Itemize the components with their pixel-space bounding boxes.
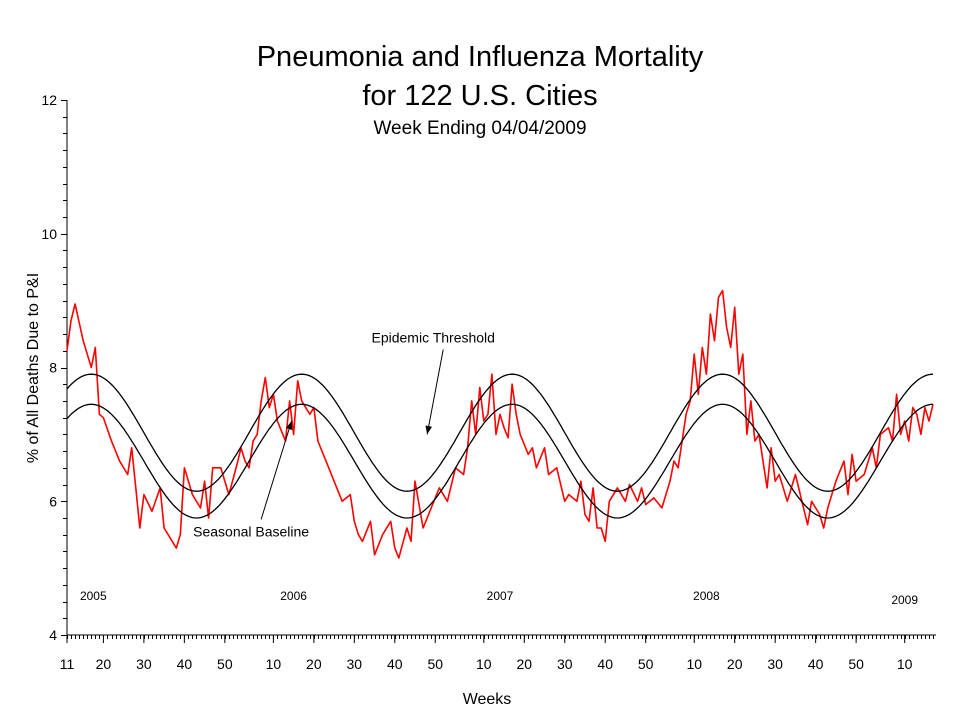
x-tick-label: 50 [217,656,233,672]
epidemic-threshold-line [66,373,934,492]
x-tick-label: 10 [897,656,913,672]
x-tick-label: 30 [136,656,152,672]
x-tick-label: 40 [808,656,824,672]
x-tick-label: 40 [177,656,193,672]
y-tick-label: 6 [49,493,57,509]
x-tick-label: 40 [597,656,613,672]
y-tick-label: 8 [49,360,57,376]
year-label: 2005 [80,589,107,603]
x-tick-label: 20 [306,656,322,672]
year-label: 2008 [693,589,720,603]
x-tick-label: 50 [427,656,443,672]
y-tick-label: 10 [41,226,57,242]
epidemic-threshold-label: Epidemic Threshold [371,329,494,345]
year-labels: 2005 2006 2007 2008 2009 [80,589,918,607]
annotation-arrowhead [425,425,432,435]
chart-title-line-1: Pneumonia and Influenza Mortality [257,41,704,73]
y-tick-label: 4 [49,627,57,643]
seasonal-baseline-label: Seasonal Baseline [193,523,309,539]
year-label: 2007 [487,589,514,603]
year-label: 2009 [891,593,918,607]
chart-subtitle: Week Ending 04/04/2009 [373,118,586,139]
x-tick-label: 30 [557,656,573,672]
observed-line [66,289,934,559]
y-axis-title: % of All Deaths Due to P&I [25,273,42,463]
series-lines [66,289,934,559]
x-tick-label: 11 [60,656,75,672]
x-tick-label: 50 [638,656,654,672]
chart-title-line-2: for 122 U.S. Cities [362,80,597,112]
x-tick-label: 40 [387,656,403,672]
y-tick-label: 12 [41,92,57,108]
annotation-arrow-line [426,349,444,435]
x-tick-label: 30 [347,656,363,672]
x-tick-label: 10 [266,656,282,672]
year-label: 2006 [280,589,307,603]
x-tick-label: 20 [96,656,112,672]
axes: 4 6 8 10 12 11 20 30 40 50 10 20 30 40 50 10 20 30 40 50 10 2… [41,92,936,672]
x-tick-label: 10 [476,656,492,672]
seasonal-baseline-line [66,403,934,519]
x-axis-title: Weeks [463,691,512,708]
annotation-arrow-line [260,420,293,520]
x-tick-label: 30 [767,656,783,672]
annotation-arrowhead [285,421,293,430]
x-tick-label: 20 [727,656,743,672]
x-tick-label: 10 [686,656,702,672]
annotations: Epidemic Threshold Seasonal Baseline [193,329,495,539]
x-tick-label: 50 [848,656,864,672]
x-tick-label: 20 [516,656,532,672]
